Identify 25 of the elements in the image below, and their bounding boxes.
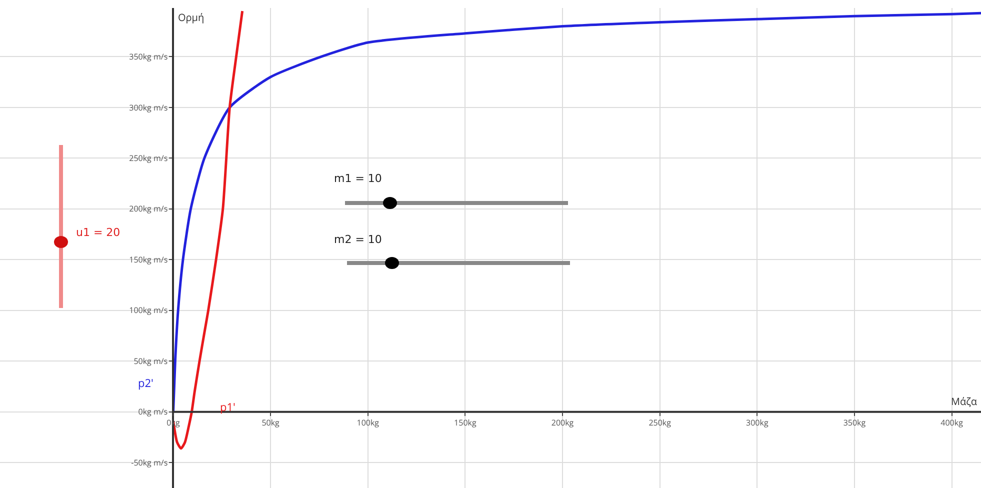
- x-tick-label: 100kg: [356, 417, 380, 428]
- x-tick-label: 400kg: [940, 417, 964, 428]
- annotation: u1 = 20: [76, 226, 120, 239]
- y-tick-label: 100kg m/s: [129, 305, 168, 316]
- y-tick-label: 0kg m/s: [138, 406, 168, 418]
- y-tick-label: 200kg m/s: [129, 204, 168, 215]
- y-tick-label: 250kg m/s: [129, 152, 168, 164]
- line-series: [172, 12, 981, 414]
- y-tick-label: 300kg m/s: [129, 102, 168, 114]
- x-tick-label: 300kg: [746, 417, 769, 428]
- x-tick-label: 150kg: [454, 417, 477, 428]
- annotation: m1 = 10: [334, 172, 382, 185]
- y-tick-label: 350kg m/s: [129, 52, 168, 63]
- series-label: p2': [138, 376, 154, 391]
- y-tick-label: 150kg m/s: [129, 254, 168, 266]
- x-tick-label: 250kg: [648, 417, 672, 428]
- annotation: m2 = 10: [334, 233, 382, 246]
- y-axis-title: Ορμή: [178, 10, 204, 24]
- x-axis-title: Μάζα: [951, 394, 978, 408]
- y-tick-label: -50kg m/s: [131, 457, 168, 468]
- text: p1': [220, 400, 236, 415]
- x-tick-label: 50kg: [262, 417, 280, 428]
- x-tick-label: 350kg: [843, 417, 866, 428]
- x-tick-label: 200kg: [551, 417, 574, 428]
- y-tick-label: 50kg m/s: [134, 356, 168, 367]
